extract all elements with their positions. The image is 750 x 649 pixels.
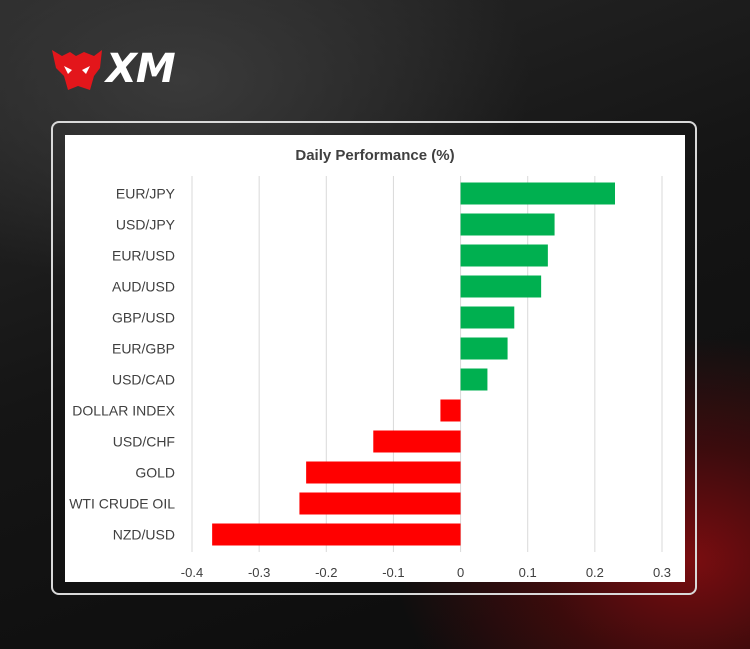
category-label-usd-jpy: USD/JPY	[116, 217, 176, 233]
x-tick-label: 0.2	[586, 565, 604, 580]
bar-usd-jpy	[460, 213, 555, 236]
category-label-usd-chf: USD/CHF	[113, 434, 175, 450]
bar-gbp-usd	[460, 306, 515, 329]
x-tick-label: 0.3	[653, 565, 671, 580]
bar-nzd-usd	[212, 523, 461, 546]
x-tick-label: -0.2	[315, 565, 337, 580]
bar-eur-usd	[460, 244, 548, 267]
category-label-nzd-usd: NZD/USD	[113, 527, 175, 543]
category-label-gold: GOLD	[135, 465, 175, 481]
category-label-eur-gbp: EUR/GBP	[112, 341, 175, 357]
bar-aud-usd	[460, 275, 542, 298]
chart-title: Daily Performance (%)	[295, 147, 454, 164]
x-tick-label: 0	[457, 565, 464, 580]
category-label-eur-jpy: EUR/JPY	[116, 186, 176, 202]
bar-chart: Daily Performance (%) EUR/JPYUSD/JPYEUR/…	[69, 147, 671, 580]
bull-logo-icon	[52, 50, 102, 90]
chart-area: Daily Performance (%) EUR/JPY USD/JPY EUR/…	[65, 135, 685, 582]
category-label-eur-usd: EUR/USD	[112, 248, 175, 264]
category-label-wti-crude-oil: WTI CRUDE OIL	[69, 496, 175, 512]
chart-frame	[51, 121, 697, 595]
x-tick-label: 0.1	[519, 565, 537, 580]
x-tick-label: -0.3	[248, 565, 270, 580]
xm-logo: XM	[50, 46, 200, 92]
bar-dollar-index	[440, 399, 461, 422]
category-label-dollar-index: DOLLAR INDEX	[72, 403, 175, 419]
category-label-aud-usd: AUD/USD	[112, 279, 175, 295]
gridlines	[191, 176, 663, 552]
category-labels: EUR/JPY USD/JPY EUR/USD AUD/USD GBP/USD EUR/G…	[69, 186, 175, 543]
x-tick-label: -0.4	[181, 565, 203, 580]
category-label-usd-cad: USD/CAD	[112, 372, 175, 388]
x-tick-labels: -0.4 -0.3 -0.2 -0.1 0 0.1 0.2 0.3	[181, 565, 671, 580]
bar-eur-gbp	[460, 337, 508, 360]
bar-usd-chf	[373, 430, 461, 453]
bars	[212, 182, 615, 546]
category-label-gbp-usd: GBP/USD	[112, 310, 175, 326]
bar-eur-jpy	[460, 182, 615, 205]
bar-usd-cad	[460, 368, 488, 391]
bar-gold	[306, 461, 461, 484]
bar-wti-crude-oil	[299, 492, 461, 515]
logo-text: XM	[106, 46, 176, 92]
x-tick-label: -0.1	[382, 565, 404, 580]
